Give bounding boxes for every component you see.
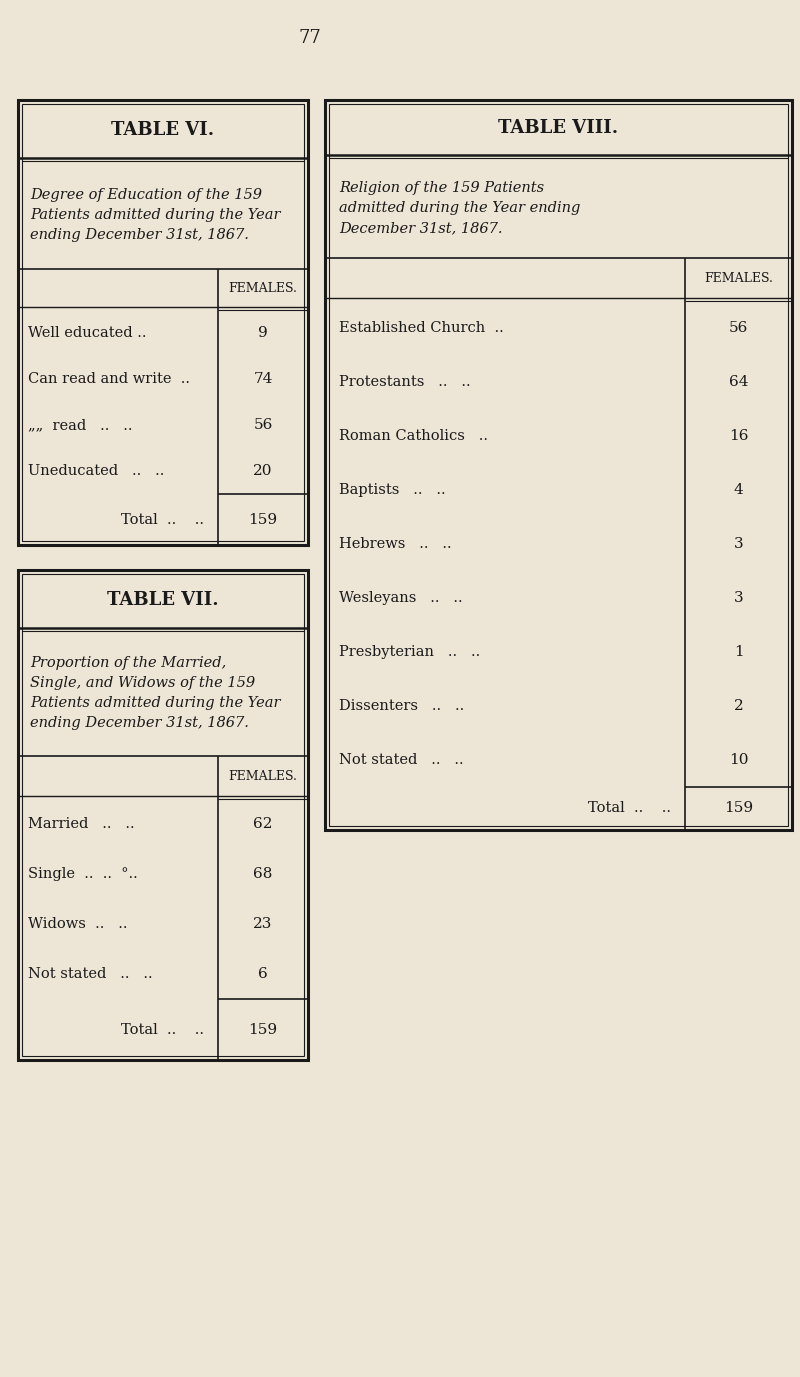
Text: 159: 159	[249, 512, 278, 526]
Bar	[329, 105, 788, 826]
Text: Hebrews   ..   ..: Hebrews .. ..	[339, 537, 452, 551]
Text: Not stated   ..   ..: Not stated .. ..	[339, 753, 464, 767]
Text: 64: 64	[729, 375, 748, 388]
Text: Degree of Education of the 159
Patients admitted during the Year
ending December: Degree of Education of the 159 Patients …	[30, 187, 281, 242]
Text: 159: 159	[249, 1023, 278, 1037]
Text: 2: 2	[734, 700, 743, 713]
Text: 62: 62	[254, 817, 273, 830]
Text: Protestants   ..   ..: Protestants .. ..	[339, 375, 470, 388]
Text: 6: 6	[258, 967, 268, 980]
Text: Presbyterian   ..   ..: Presbyterian .. ..	[339, 644, 480, 660]
Text: 3: 3	[734, 537, 743, 551]
Bar	[18, 570, 308, 1060]
Text: 23: 23	[254, 917, 273, 931]
Text: TABLE VIII.: TABLE VIII.	[498, 118, 618, 136]
Text: Married   ..   ..: Married .. ..	[28, 817, 134, 830]
Text: Total  ..    ..: Total .. ..	[121, 1023, 204, 1037]
Bar	[325, 101, 792, 830]
Text: Can read and write  ..: Can read and write ..	[28, 372, 190, 386]
Text: 1: 1	[734, 644, 743, 660]
Text: 56: 56	[729, 321, 748, 335]
Text: Total  ..    ..: Total .. ..	[121, 512, 204, 526]
Text: Religion of the 159 Patients
admitted during the Year ending
December 31st, 1867: Religion of the 159 Patients admitted du…	[339, 180, 580, 235]
Text: Well educated ..: Well educated ..	[28, 326, 146, 340]
Text: FEMALES.: FEMALES.	[229, 282, 298, 296]
Text: 77: 77	[298, 29, 322, 47]
Text: 68: 68	[254, 868, 273, 881]
Text: 74: 74	[254, 372, 273, 386]
Text: FEMALES.: FEMALES.	[229, 771, 298, 784]
Text: Not stated   ..   ..: Not stated .. ..	[28, 967, 153, 980]
Text: 20: 20	[254, 464, 273, 478]
Text: Single  ..  ..  °..: Single .. .. °..	[28, 868, 138, 881]
Bar	[22, 105, 304, 541]
Text: 3: 3	[734, 591, 743, 605]
Text: TABLE VII.: TABLE VII.	[107, 591, 219, 609]
Text: Wesleyans   ..   ..: Wesleyans .. ..	[339, 591, 462, 605]
Text: Proportion of the Married,
Single, and Widows of the 159
Patients admitted durin: Proportion of the Married, Single, and W…	[30, 655, 281, 730]
Text: Roman Catholics   ..: Roman Catholics ..	[339, 430, 488, 443]
Text: TABLE VI.: TABLE VI.	[111, 121, 214, 139]
Text: Widows  ..   ..: Widows .. ..	[28, 917, 127, 931]
Bar	[18, 101, 308, 545]
Text: 10: 10	[729, 753, 748, 767]
Text: Uneducated   ..   ..: Uneducated .. ..	[28, 464, 164, 478]
Bar	[22, 574, 304, 1056]
Text: Baptists   ..   ..: Baptists .. ..	[339, 483, 446, 497]
Text: Total  ..    ..: Total .. ..	[588, 801, 671, 815]
Text: 16: 16	[729, 430, 748, 443]
Text: Dissenters   ..   ..: Dissenters .. ..	[339, 700, 464, 713]
Text: FEMALES.: FEMALES.	[704, 273, 773, 285]
Text: „„  read   ..   ..: „„ read .. ..	[28, 419, 133, 432]
Text: 4: 4	[734, 483, 743, 497]
Text: Established Church  ..: Established Church ..	[339, 321, 504, 335]
Text: 159: 159	[724, 801, 753, 815]
Text: 9: 9	[258, 326, 268, 340]
Text: 56: 56	[254, 419, 273, 432]
